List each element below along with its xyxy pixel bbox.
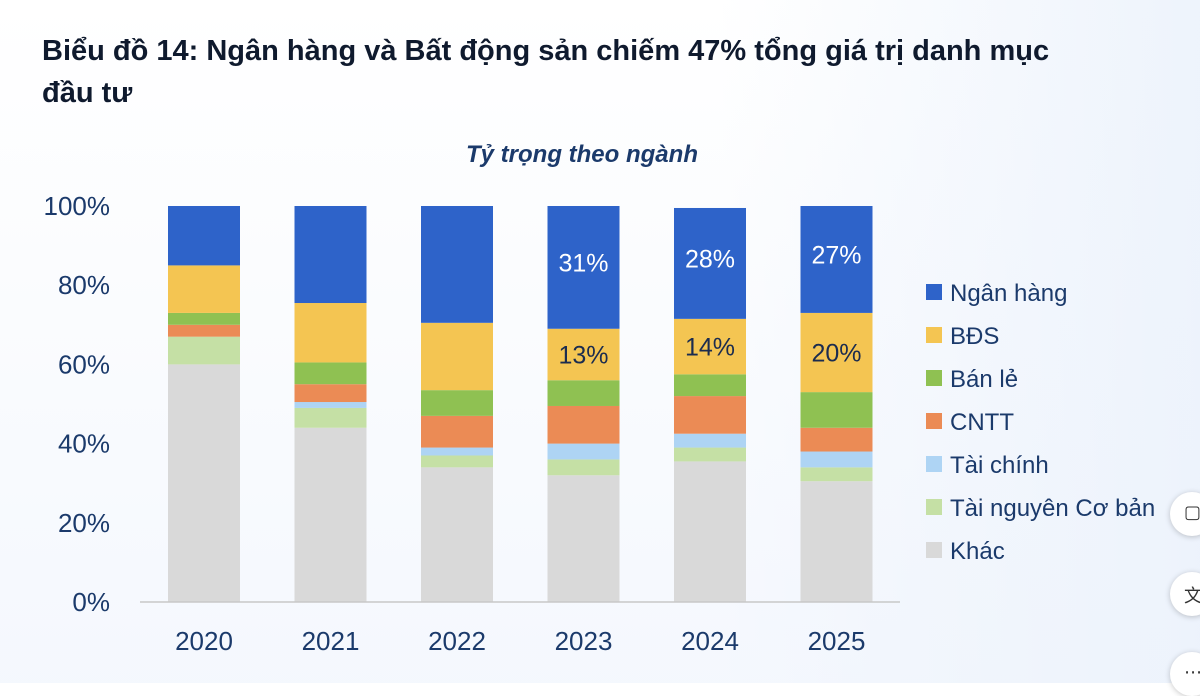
- bar-segment: [168, 364, 240, 602]
- bar-segment: [547, 443, 620, 460]
- translate-icon[interactable]: 文: [1170, 572, 1200, 616]
- bar-segment: [800, 427, 873, 452]
- data-labels: 31% 28% 27% 13% 14% 20%: [558, 241, 861, 369]
- x-tick-label: 2022: [428, 626, 486, 656]
- bar-segment: [800, 206, 873, 313]
- bar-segment: [674, 433, 746, 448]
- legend-label: Ngân hàng: [950, 280, 1067, 307]
- x-tick-label: 2024: [681, 626, 739, 656]
- bar-segment: [294, 384, 367, 403]
- bar-segment: [547, 380, 620, 406]
- x-tick-label: 2021: [302, 626, 360, 656]
- data-label: 20%: [811, 340, 861, 368]
- page-title: Biểu đồ 14: Ngân hàng và Bất động sản ch…: [42, 35, 1050, 109]
- bar-segment: [168, 324, 240, 337]
- bar-segment: [547, 475, 620, 602]
- legend-label: Khác: [950, 538, 1005, 565]
- x-tick-label: 2025: [808, 626, 866, 656]
- bar-segment: [168, 336, 240, 365]
- bar-segment: [294, 206, 367, 304]
- legend-swatch: [926, 456, 942, 472]
- data-label: 27%: [811, 241, 861, 269]
- bar-segment: [674, 396, 746, 434]
- legend-label: CNTT: [950, 409, 1014, 436]
- legend-swatch: [926, 413, 942, 429]
- bar-segment: [421, 415, 493, 448]
- bar-segment: [547, 459, 620, 476]
- data-label: 14%: [685, 334, 735, 362]
- legend-label: Tài nguyên Cơ bản: [950, 495, 1155, 522]
- more-icon[interactable]: ⋯: [1170, 652, 1200, 696]
- legend-swatch: [926, 284, 942, 300]
- x-tick-label: 2020: [175, 626, 233, 656]
- y-tick-label: 80%: [58, 270, 110, 300]
- legend: Ngân hàng BĐS Bán lẻ CNTT Tài chính Tài nguyê…: [926, 280, 1155, 565]
- bar-segment: [674, 207, 746, 319]
- bar-segment: [800, 392, 873, 428]
- legend-swatch: [926, 542, 942, 558]
- bar-segment: [421, 455, 493, 468]
- data-label: 31%: [558, 249, 608, 277]
- legend-swatch: [926, 499, 942, 515]
- legend-label: Tài chính: [950, 452, 1049, 479]
- legend-label: BĐS: [950, 323, 999, 350]
- data-label: 13%: [558, 342, 608, 370]
- bars: [168, 206, 873, 602]
- bar-segment: [800, 481, 873, 602]
- legend-swatch: [926, 327, 942, 343]
- bar-segment: [800, 451, 873, 468]
- x-tick-label: 2023: [555, 626, 613, 656]
- bar-segment: [294, 407, 367, 428]
- y-tick-label: 40%: [58, 429, 110, 459]
- bar-segment: [421, 390, 493, 416]
- bar-segment: [674, 447, 746, 462]
- bar-segment: [294, 402, 367, 408]
- bar-segment: [168, 312, 240, 325]
- bar-segment: [421, 322, 493, 391]
- bar-segment: [294, 303, 367, 363]
- legend-swatch: [926, 370, 942, 386]
- bar-segment: [294, 427, 367, 602]
- bar-segment: [674, 318, 746, 375]
- bar-segment: [421, 447, 493, 456]
- y-tick-label: 20%: [58, 508, 110, 538]
- x-axis: 2020 2021 2022 2023 2024 2025: [140, 601, 900, 656]
- y-tick-label: 100%: [44, 191, 111, 221]
- bar-segment: [800, 312, 873, 393]
- chart-title: Tỷ trọng theo ngành: [466, 141, 698, 168]
- data-label: 28%: [685, 245, 735, 273]
- bar-segment: [168, 265, 240, 313]
- legend-label: Bán lẻ: [950, 366, 1018, 393]
- bar-segment: [294, 362, 367, 385]
- bar-segment: [421, 206, 493, 323]
- bar-segment: [674, 374, 746, 397]
- comment-icon[interactable]: ▢: [1170, 492, 1200, 536]
- bar-segment: [421, 467, 493, 602]
- bar-segment: [547, 328, 620, 381]
- y-tick-label: 0%: [72, 587, 110, 617]
- y-tick-label: 60%: [58, 349, 110, 379]
- bar-segment: [547, 206, 620, 329]
- bar-segment: [168, 206, 240, 266]
- bar-segment: [800, 467, 873, 482]
- bar-segment: [674, 461, 746, 602]
- y-axis: 0% 20% 40% 60% 80% 100%: [44, 191, 111, 617]
- bar-segment: [547, 405, 620, 444]
